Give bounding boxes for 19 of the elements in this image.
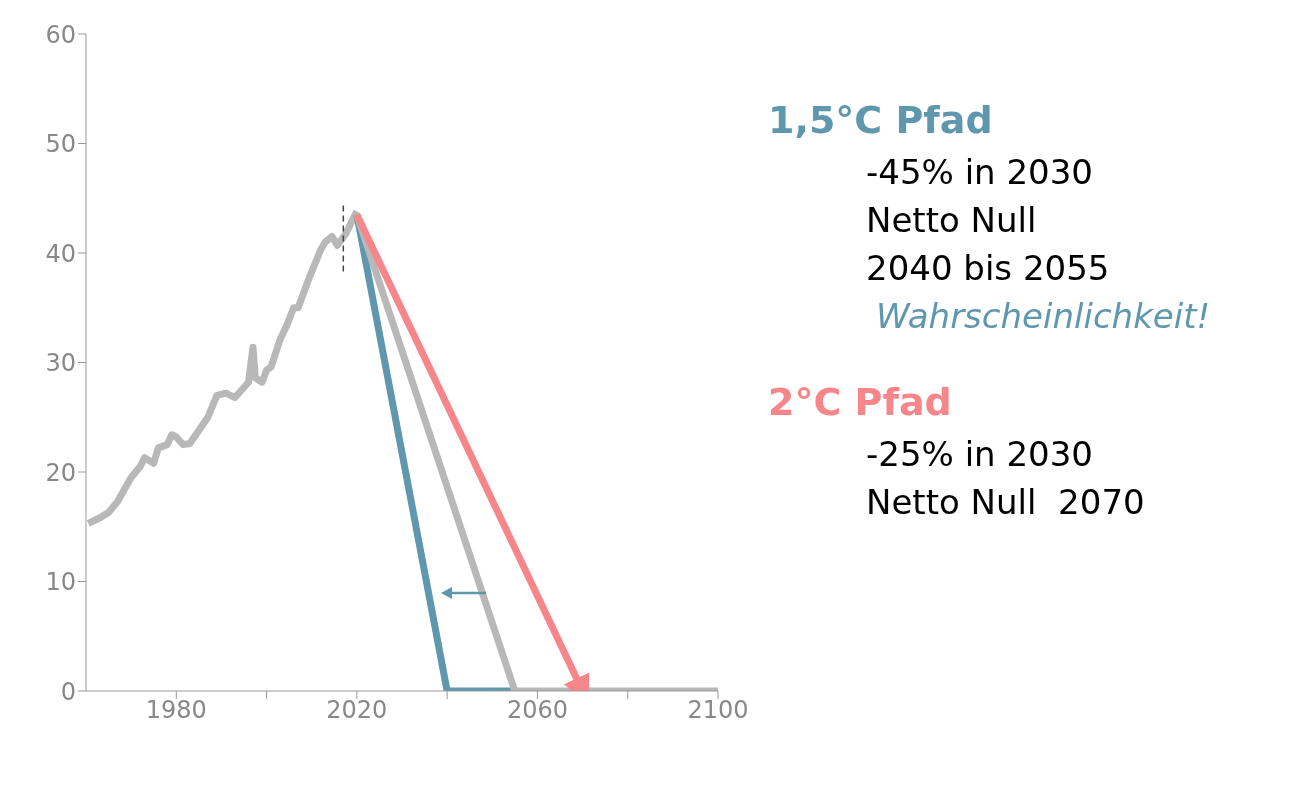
y-tick-label: 50: [45, 130, 76, 159]
y-tick-label: 30: [45, 349, 76, 378]
text: -25% in 2030: [866, 433, 1094, 476]
y-tick-label: 40: [45, 239, 76, 268]
text: Wahrscheinlichkeit!: [876, 295, 1212, 338]
text: 1,5°C Pfad: [768, 98, 994, 142]
text: -45% in 2030: [866, 151, 1094, 194]
text: 2040 bis 2055: [866, 247, 1111, 290]
x-tick-label: 2100: [687, 696, 749, 725]
x-tick-label: 2060: [506, 696, 568, 725]
y-tick-label: 60: [45, 20, 76, 49]
y-tick-label: 10: [45, 568, 76, 597]
x-tick-label: 1980: [145, 696, 207, 725]
text: Netto Null 2070: [866, 481, 1146, 524]
text: 2°C Pfad: [768, 380, 953, 424]
y-tick-label: 20: [45, 458, 76, 487]
y-tick-label: 0: [60, 677, 76, 706]
text: Netto Null: [866, 199, 1038, 242]
x-tick-label: 2020: [326, 696, 388, 725]
